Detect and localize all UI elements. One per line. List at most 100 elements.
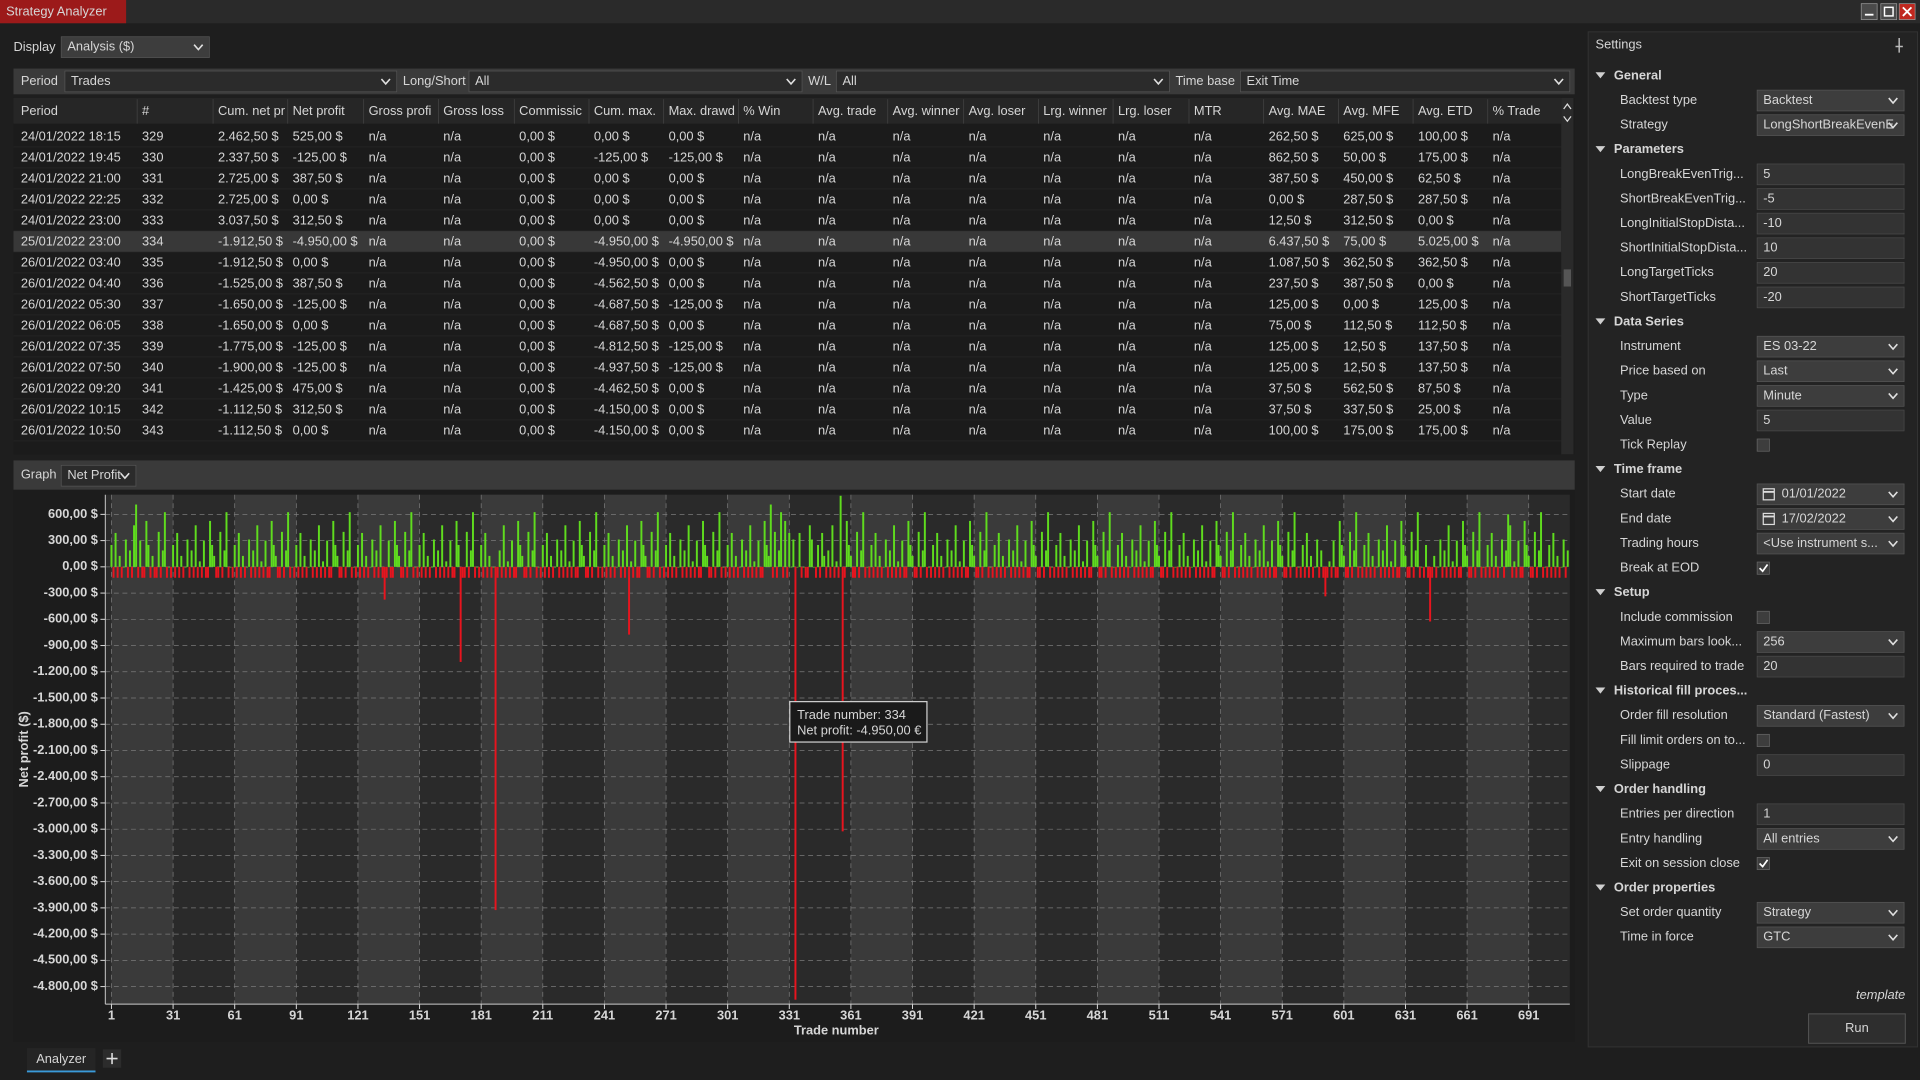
table-cell: n/a bbox=[743, 170, 762, 185]
section-toggle[interactable] bbox=[1595, 786, 1606, 793]
tab[interactable] bbox=[26, 1048, 96, 1072]
section-toggle[interactable] bbox=[1595, 146, 1606, 153]
dropdown[interactable] bbox=[835, 70, 1170, 93]
run-button[interactable] bbox=[1808, 1013, 1906, 1044]
table-cell: n/a bbox=[1043, 401, 1062, 416]
date-picker[interactable] bbox=[1756, 508, 1905, 530]
scroll-thumb[interactable] bbox=[1563, 269, 1572, 287]
bar bbox=[153, 566, 156, 578]
text-input[interactable] bbox=[1756, 286, 1905, 309]
section-toggle[interactable] bbox=[1595, 72, 1606, 79]
dropdown[interactable] bbox=[1756, 926, 1905, 949]
text-input[interactable] bbox=[1756, 262, 1905, 284]
bar bbox=[482, 566, 485, 578]
section-toggle[interactable] bbox=[1595, 318, 1606, 325]
dropdown[interactable] bbox=[1756, 89, 1905, 112]
text-input[interactable] bbox=[1756, 237, 1905, 259]
scroll-arrows[interactable] bbox=[1563, 103, 1572, 123]
dropdown[interactable] bbox=[1756, 360, 1905, 383]
table-cell: n/a bbox=[743, 422, 762, 437]
dropdown[interactable] bbox=[1756, 532, 1905, 555]
bar bbox=[650, 531, 653, 567]
bar bbox=[884, 539, 887, 567]
bar bbox=[391, 566, 394, 578]
table-cell: -1.900,00 $ bbox=[218, 359, 283, 374]
checkbox[interactable] bbox=[1756, 857, 1770, 871]
checkbox[interactable] bbox=[1756, 561, 1770, 575]
section-toggle[interactable] bbox=[1595, 687, 1606, 694]
checkbox[interactable] bbox=[1756, 610, 1770, 624]
dropdown[interactable] bbox=[60, 464, 137, 487]
bar bbox=[293, 566, 296, 578]
dropdown[interactable] bbox=[1756, 901, 1905, 924]
bar bbox=[730, 532, 733, 567]
column-header: Avg. trade bbox=[818, 103, 876, 118]
bar bbox=[1498, 566, 1501, 568]
pin-icon[interactable] bbox=[1895, 37, 1903, 53]
text-input[interactable] bbox=[1756, 655, 1905, 678]
bar bbox=[441, 525, 444, 567]
dropdown[interactable] bbox=[1756, 335, 1905, 358]
setting-label: Backtest type bbox=[1620, 92, 1697, 107]
bar bbox=[720, 566, 723, 578]
filter-label: Long/Short bbox=[403, 73, 466, 88]
bar bbox=[1540, 512, 1543, 567]
table-cell: n/a bbox=[1118, 296, 1137, 311]
dropdown[interactable] bbox=[1756, 631, 1905, 653]
dropdown[interactable] bbox=[64, 70, 398, 93]
checkbox[interactable] bbox=[1756, 733, 1770, 747]
dropdown[interactable] bbox=[1756, 828, 1905, 850]
bar bbox=[1511, 566, 1514, 578]
table-cell: 26/01/2022 03:40 bbox=[21, 254, 121, 269]
minimize-button[interactable] bbox=[1860, 3, 1878, 20]
date-picker[interactable] bbox=[1756, 483, 1905, 506]
table-cell: 525,00 $ bbox=[293, 128, 343, 143]
table-cell: 262,50 $ bbox=[1269, 128, 1319, 143]
text-input[interactable] bbox=[1756, 409, 1905, 432]
table-cell: n/a bbox=[743, 191, 762, 206]
dropdown[interactable] bbox=[60, 36, 210, 58]
text-input[interactable] bbox=[1756, 803, 1905, 826]
text-input[interactable] bbox=[1756, 212, 1905, 235]
table-cell: n/a bbox=[369, 191, 388, 206]
bar bbox=[964, 566, 967, 578]
bar bbox=[1351, 566, 1354, 578]
dropdown[interactable] bbox=[468, 70, 803, 93]
selected-row[interactable] bbox=[13, 231, 1562, 252]
bar bbox=[141, 566, 144, 578]
bar bbox=[786, 566, 789, 578]
text-input[interactable] bbox=[1756, 754, 1905, 776]
table-cell: 0,00 $ bbox=[519, 233, 555, 248]
section-toggle[interactable] bbox=[1595, 589, 1606, 596]
x-tick-label: 541 bbox=[1210, 1008, 1231, 1023]
section-toggle[interactable] bbox=[1595, 466, 1606, 473]
bar bbox=[831, 525, 834, 567]
dropdown[interactable] bbox=[1240, 70, 1571, 93]
bar bbox=[634, 540, 637, 567]
text-input[interactable] bbox=[1756, 163, 1905, 186]
bar bbox=[552, 566, 555, 578]
bar bbox=[874, 532, 877, 567]
table-cell: n/a bbox=[1194, 254, 1213, 269]
text-input[interactable] bbox=[1756, 188, 1905, 210]
section-toggle[interactable] bbox=[1595, 884, 1606, 891]
restore-button[interactable] bbox=[1880, 3, 1898, 20]
bar bbox=[1065, 566, 1068, 578]
bar bbox=[675, 566, 678, 578]
bar bbox=[835, 561, 838, 567]
bar bbox=[767, 555, 770, 567]
checkbox[interactable] bbox=[1756, 438, 1770, 452]
dropdown[interactable] bbox=[1756, 705, 1905, 727]
dropdown[interactable] bbox=[1756, 385, 1905, 407]
bar bbox=[211, 544, 214, 567]
bar bbox=[699, 566, 702, 578]
table-cell: 1.087,50 $ bbox=[1269, 254, 1330, 269]
bar bbox=[184, 566, 187, 568]
table-cell: -4.950,00 $ bbox=[293, 233, 358, 248]
dropdown[interactable] bbox=[1756, 114, 1905, 136]
table-cell: -4.687,50 $ bbox=[594, 296, 659, 311]
bar bbox=[1236, 566, 1239, 568]
bar bbox=[584, 566, 587, 578]
bar bbox=[1197, 550, 1200, 567]
bar bbox=[149, 566, 152, 578]
